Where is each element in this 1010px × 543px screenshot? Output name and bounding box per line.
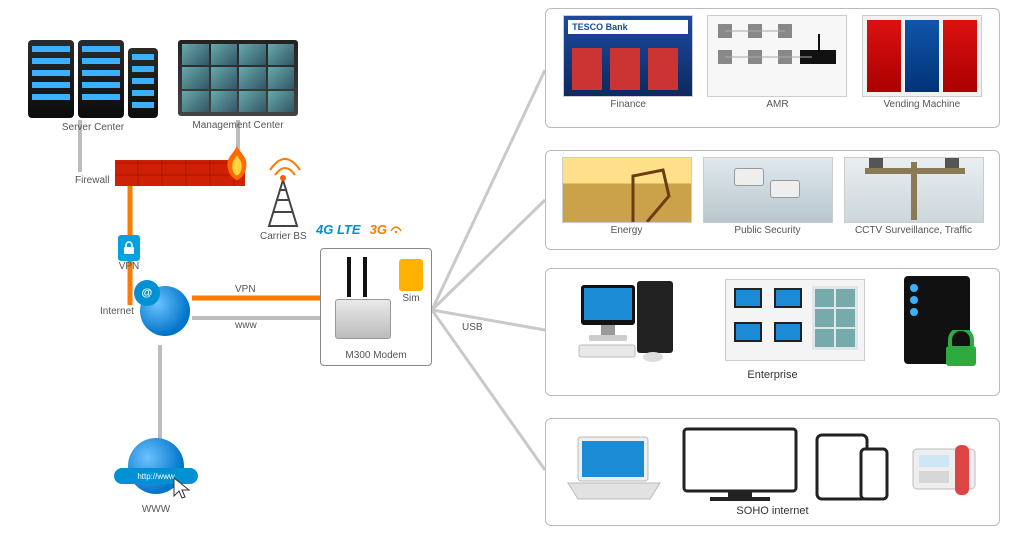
vpn-label: VPN bbox=[118, 261, 140, 272]
antenna-icon bbox=[363, 257, 367, 297]
ip-phone-icon bbox=[907, 443, 981, 503]
lbl-enterprise: Enterprise bbox=[556, 369, 989, 381]
lbl-finance: Finance bbox=[610, 99, 646, 110]
tablet-phone-icon bbox=[815, 431, 891, 503]
pi-finance: TESCO Bank Finance bbox=[563, 15, 693, 110]
lock-icon bbox=[118, 235, 140, 261]
modem-box: Sim M300 Modem bbox=[320, 248, 432, 366]
management-center: Management Center bbox=[178, 40, 298, 131]
antenna-icon bbox=[347, 257, 351, 297]
traffic-icon bbox=[844, 157, 984, 223]
vpn-badge: VPN bbox=[118, 235, 140, 272]
pi-workstations bbox=[725, 279, 865, 361]
panel-energy: Energy Public Security CCTV Surveillance… bbox=[545, 150, 1000, 250]
www: http://www WWW bbox=[128, 438, 184, 515]
internet: Internet @ bbox=[100, 286, 190, 336]
at-icon: @ bbox=[134, 280, 160, 306]
laptop-icon bbox=[564, 433, 664, 503]
link-www-label: www bbox=[235, 320, 257, 331]
server-rack-icon bbox=[28, 40, 74, 118]
energy-icon bbox=[562, 157, 692, 223]
server-rack-icon bbox=[128, 48, 158, 118]
tower-icon bbox=[263, 172, 303, 228]
desktop-icon bbox=[575, 275, 687, 365]
cctv-icon bbox=[703, 157, 833, 223]
pi-tablet bbox=[815, 431, 891, 503]
pi-pc bbox=[575, 275, 687, 365]
net-badges: 4G LTE 3G bbox=[316, 222, 402, 237]
amr-icon bbox=[707, 15, 847, 97]
pi-laptop bbox=[564, 433, 664, 503]
pi-amr: AMR bbox=[707, 15, 847, 110]
pi-phone bbox=[907, 443, 981, 503]
modem-icon bbox=[335, 299, 391, 339]
carrier-bs-label: Carrier BS bbox=[260, 231, 307, 242]
wifi-icon bbox=[390, 222, 402, 234]
panel-finance: TESCO Bank Finance AMR bbox=[545, 8, 1000, 128]
firewall-label: Firewall bbox=[75, 175, 109, 186]
flame-icon bbox=[223, 146, 251, 180]
lbl-energy: Energy bbox=[611, 225, 643, 236]
www-label: WWW bbox=[128, 504, 184, 515]
firewall: Firewall bbox=[75, 160, 245, 186]
server-center-label: Server Center bbox=[28, 122, 158, 133]
workstations-icon bbox=[725, 279, 865, 361]
monitor-wall-icon bbox=[178, 40, 298, 116]
sim-icon bbox=[399, 259, 423, 291]
lbl-traffic: CCTV Surveillance, Traffic bbox=[855, 225, 972, 236]
pi-traffic: CCTV Surveillance, Traffic bbox=[844, 157, 984, 236]
pi-server bbox=[904, 276, 970, 364]
pi-security: Public Security bbox=[703, 157, 833, 236]
lbl-security: Public Security bbox=[734, 225, 800, 236]
lbl-soho: SOHO internet bbox=[556, 505, 989, 517]
firewall-icon bbox=[115, 160, 245, 186]
sim-label: Sim bbox=[399, 293, 423, 304]
pi-energy: Energy bbox=[562, 157, 692, 236]
internet-label: Internet bbox=[100, 306, 134, 317]
cursor-icon bbox=[172, 476, 194, 502]
server-lock-icon bbox=[904, 276, 970, 364]
usb-label: USB bbox=[462, 322, 483, 333]
badge-4g: 4G LTE bbox=[316, 222, 361, 237]
atm-icon: TESCO Bank bbox=[563, 15, 693, 97]
server-center: Server Center bbox=[28, 40, 158, 133]
pi-tv bbox=[680, 425, 800, 503]
server-rack-icon bbox=[78, 40, 124, 118]
management-center-label: Management Center bbox=[178, 120, 298, 131]
carrier-bs: Carrier BS bbox=[260, 172, 307, 242]
tv-icon bbox=[680, 425, 800, 503]
link-vpn-label: VPN bbox=[235, 284, 256, 295]
badge-3g: 3G bbox=[370, 222, 387, 237]
panel-soho: SOHO internet bbox=[545, 418, 1000, 526]
modem-title: M300 Modem bbox=[321, 350, 431, 361]
panel-enterprise: Enterprise bbox=[545, 268, 1000, 396]
